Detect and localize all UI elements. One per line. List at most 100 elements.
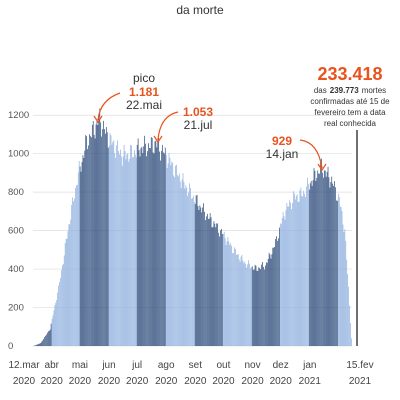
bar — [91, 124, 93, 347]
bar — [51, 318, 53, 346]
bar — [121, 165, 123, 346]
bar — [264, 269, 265, 346]
bar — [110, 135, 112, 346]
bar — [164, 147, 166, 346]
bar — [44, 337, 45, 346]
bar — [345, 241, 347, 346]
bar — [97, 124, 99, 346]
bar — [255, 265, 257, 346]
bar — [337, 200, 338, 346]
bar — [320, 161, 321, 346]
bar — [197, 206, 199, 346]
bar — [224, 238, 226, 346]
bar — [59, 281, 60, 346]
bar — [265, 262, 267, 346]
bar — [155, 140, 157, 346]
bar — [115, 157, 117, 346]
bar — [262, 262, 263, 346]
bar — [69, 224, 71, 346]
bar — [232, 253, 233, 346]
bar — [163, 152, 164, 346]
bar — [277, 240, 278, 346]
bar — [285, 210, 287, 346]
bar — [118, 150, 119, 346]
bar — [270, 258, 272, 346]
bar — [260, 269, 262, 346]
x-tick-year: 2020 — [212, 376, 235, 387]
bar — [254, 264, 256, 346]
bar — [202, 207, 204, 346]
x-tick-year: 2020 — [41, 376, 64, 387]
bar — [106, 132, 108, 346]
bar — [259, 268, 261, 346]
bar — [75, 187, 76, 346]
bar — [328, 177, 330, 346]
bar — [258, 267, 260, 346]
bar — [193, 202, 195, 346]
peak-value: 1.181 — [129, 85, 159, 99]
bar — [326, 171, 328, 346]
bar — [92, 121, 94, 346]
bar — [242, 260, 244, 346]
bar — [134, 154, 136, 346]
bar — [315, 180, 317, 346]
bar — [246, 267, 247, 346]
bar — [231, 245, 233, 346]
x-tick-year: 2021 — [349, 376, 372, 387]
bar — [83, 157, 85, 346]
bar — [319, 173, 320, 346]
bar — [61, 269, 62, 346]
bar — [343, 232, 345, 346]
bar — [124, 151, 126, 346]
bar — [278, 238, 279, 346]
bar — [186, 187, 188, 346]
bar — [217, 223, 218, 346]
bar — [162, 144, 163, 346]
bar — [67, 231, 69, 346]
bar — [303, 190, 305, 346]
bar — [144, 135, 146, 346]
bar — [271, 254, 273, 346]
bar — [190, 188, 191, 346]
bar — [120, 156, 122, 346]
bar — [207, 213, 208, 346]
bar — [321, 158, 322, 346]
peak-arrow — [97, 92, 121, 121]
bar — [243, 263, 245, 346]
bar — [189, 183, 190, 346]
bar — [334, 181, 335, 346]
y-tick-label: 0 — [8, 341, 13, 352]
bar — [204, 211, 205, 346]
bar — [103, 120, 104, 347]
bar — [173, 175, 175, 346]
bar — [287, 206, 289, 346]
bar — [309, 183, 311, 346]
bar — [332, 183, 334, 346]
bar — [47, 332, 48, 346]
bar — [338, 197, 340, 346]
bar — [88, 145, 89, 346]
bar — [58, 285, 59, 346]
bar — [74, 198, 75, 346]
bar — [236, 254, 237, 346]
bar — [289, 200, 291, 346]
bar — [43, 338, 44, 346]
third-peak-arrowhead — [317, 163, 327, 172]
bar — [172, 162, 174, 346]
bar — [207, 218, 209, 346]
total-note-line2: confirmadas até 15 de — [310, 97, 390, 106]
bar — [268, 252, 270, 346]
bar — [137, 138, 139, 346]
bar — [209, 213, 211, 346]
bar — [168, 153, 170, 346]
bar — [252, 269, 254, 346]
bar — [282, 211, 284, 346]
bar — [296, 194, 298, 346]
bar — [66, 238, 68, 346]
bar — [279, 227, 280, 346]
bar — [76, 184, 78, 346]
bar — [219, 236, 220, 346]
x-tick-year: 2020 — [69, 376, 92, 387]
bar — [77, 172, 79, 346]
